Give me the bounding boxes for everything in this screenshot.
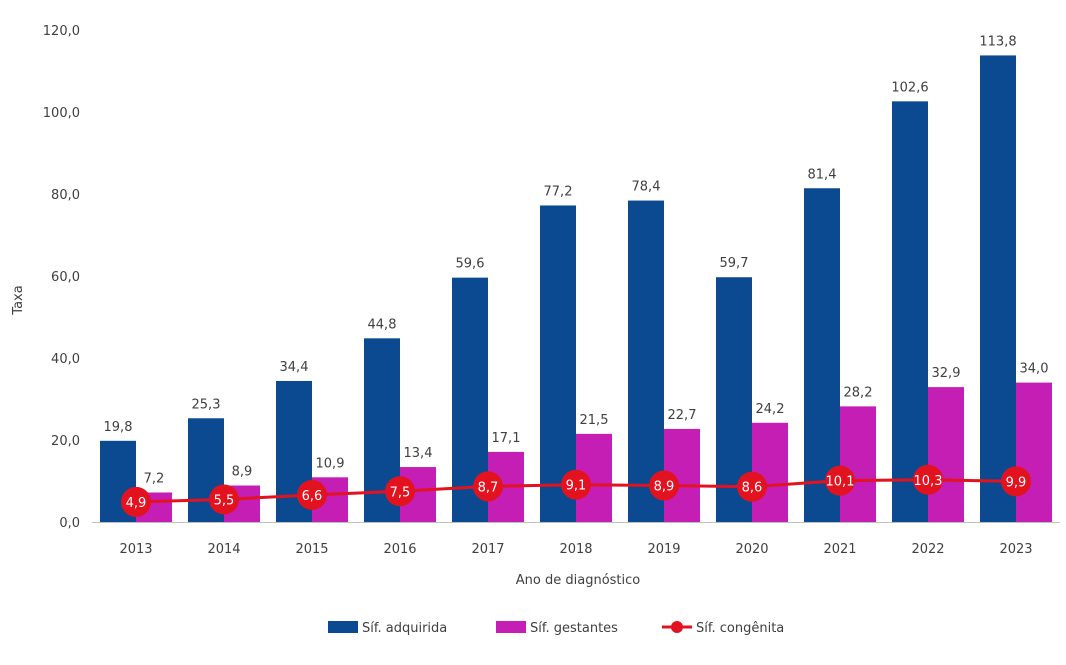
legend-swatch	[496, 621, 526, 633]
bar-sif-adquirida	[628, 200, 664, 522]
legend-marker	[671, 621, 683, 633]
bar-sif-adquirida	[540, 205, 576, 523]
x-tick-label: 2013	[119, 542, 152, 557]
legend-label: Síf. gestantes	[530, 621, 618, 636]
bars	[100, 55, 1052, 523]
line-point-sif-congenita	[825, 465, 855, 496]
line-point-sif-congenita	[473, 471, 503, 502]
y-tick-label: 80,0	[51, 188, 80, 203]
bar-data-label: 59,7	[720, 256, 749, 271]
line-data-label: 10,1	[826, 475, 855, 490]
line-data-label: 7,5	[390, 485, 411, 500]
bar-data-label: 102,6	[891, 80, 928, 95]
line-data-label: 10,3	[914, 474, 943, 489]
bar-data-label: 32,9	[932, 366, 961, 381]
bar-data-label: 10,9	[316, 456, 345, 471]
data-labels: 19,8 25,3 34,4 44,8 59,6 77,2 78,4 59,7 81,4 102,…	[104, 34, 1049, 486]
y-axis-title: Taxa	[11, 285, 26, 315]
line-series: 4,9 5,5 6,6 7,5 8,7 9,1 8,9 8,6 10,1 10,3 9,9	[121, 464, 1031, 517]
y-tick-label: 60,0	[51, 270, 80, 285]
bar-sif-adquirida	[892, 101, 928, 522]
line-point-sif-congenita	[121, 486, 151, 517]
line-data-label: 8,9	[654, 480, 675, 495]
bar-data-label: 78,4	[632, 180, 661, 195]
bar-data-label: 17,1	[492, 431, 521, 446]
bar-data-label: 59,6	[456, 257, 485, 272]
line-point-sif-congenita	[1001, 466, 1031, 497]
bar-sif-gestantes	[840, 406, 876, 522]
bar-sif-gestantes	[928, 387, 964, 522]
bar-sif-gestantes	[1016, 382, 1052, 522]
bar-data-label: 7,2	[144, 471, 165, 486]
line-data-label: 9,9	[1006, 475, 1027, 490]
legend: Síf. adquirida Síf. gestantes Síf. congêni…	[328, 621, 784, 636]
bar-data-label: 21,5	[580, 413, 609, 428]
x-tick-label: 2018	[559, 542, 592, 557]
bar-data-label: 22,7	[668, 408, 697, 423]
x-tick-label: 2020	[735, 542, 768, 557]
line-point-sif-congenita	[385, 476, 415, 507]
y-axis: 0,0 20,0 40,0 60,0 80,0 100,0 120,0	[43, 24, 80, 531]
bar-data-label: 34,0	[1020, 362, 1049, 377]
line-point-sif-congenita	[209, 484, 239, 515]
bar-data-label: 81,4	[808, 167, 837, 182]
bar-sif-adquirida	[980, 55, 1016, 523]
y-tick-label: 100,0	[43, 106, 80, 121]
line-data-label: 6,6	[302, 489, 323, 504]
bar-data-label: 19,8	[104, 420, 133, 435]
bar-data-label: 77,2	[544, 184, 573, 199]
line-point-sif-congenita	[649, 470, 679, 501]
bar-sif-adquirida	[804, 188, 840, 522]
x-tick-label: 2014	[207, 542, 240, 557]
y-tick-label: 20,0	[51, 434, 80, 449]
line-data-label: 8,7	[478, 480, 499, 495]
y-tick-label: 40,0	[51, 352, 80, 367]
line-point-sif-congenita	[737, 471, 767, 502]
x-tick-label: 2023	[999, 542, 1032, 557]
bar-data-label: 113,8	[979, 34, 1016, 49]
bar-data-label: 13,4	[404, 446, 433, 461]
bar-data-label: 44,8	[368, 317, 397, 332]
x-axis-title: Ano de diagnóstico	[516, 573, 641, 588]
bar-sif-gestantes	[752, 422, 788, 522]
legend-swatch	[328, 621, 358, 633]
line-data-label: 8,6	[742, 481, 763, 496]
y-tick-label: 120,0	[43, 24, 80, 39]
bar-data-label: 34,4	[280, 360, 309, 375]
bar-data-label: 28,2	[844, 385, 873, 400]
x-tick-label: 2021	[823, 542, 856, 557]
x-axis: 2013 2014 2015 2016 2017 2018 2019 2020 2021 2022…	[92, 522, 1060, 557]
x-tick-label: 2022	[911, 542, 944, 557]
line-point-sif-congenita	[297, 479, 327, 510]
line-data-label: 5,5	[214, 493, 235, 508]
x-tick-label: 2017	[471, 542, 504, 557]
x-tick-label: 2016	[383, 542, 416, 557]
x-tick-label: 2019	[647, 542, 680, 557]
legend-label: Síf. congênita	[696, 621, 784, 636]
legend-label: Síf. adquirida	[362, 621, 447, 636]
line-point-sif-congenita	[913, 464, 943, 495]
bar-data-label: 8,9	[232, 465, 253, 480]
line-data-label: 9,1	[566, 479, 587, 494]
line-point-sif-congenita	[561, 469, 591, 500]
bar-data-label: 25,3	[192, 397, 221, 412]
bar-data-label: 24,2	[756, 402, 785, 417]
line-data-label: 4,9	[126, 496, 147, 511]
y-tick-label: 0,0	[59, 516, 80, 531]
x-tick-label: 2015	[295, 542, 328, 557]
